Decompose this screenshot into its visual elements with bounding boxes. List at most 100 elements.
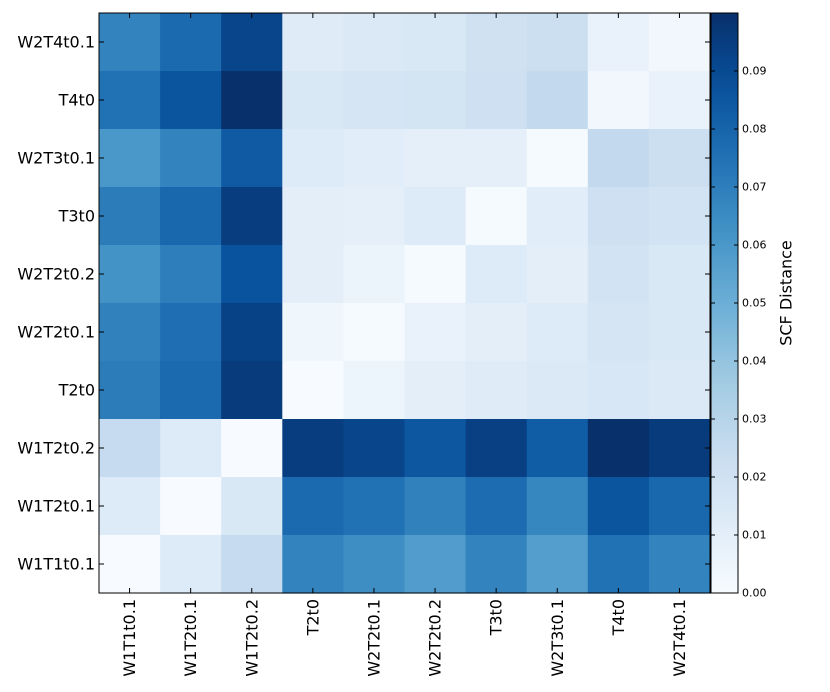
y-tick-label: T3t0: [58, 207, 95, 226]
colorbar-bar: [711, 13, 738, 593]
x-tick-label: T4t0: [609, 599, 628, 636]
heatmap-cell: [99, 71, 161, 130]
x-tick-label: W2T3t0.1: [548, 599, 567, 677]
heatmap-cell: [160, 419, 222, 478]
heatmap-cell: [221, 419, 283, 478]
heatmap-cell: [404, 245, 467, 304]
heatmap-cell: [404, 13, 467, 72]
heatmap-cell: [648, 535, 711, 594]
heatmap-cell: [526, 187, 589, 246]
heatmap-cell: [99, 477, 161, 536]
colorbar-label: SCF Distance: [777, 240, 796, 346]
y-tick-label: W2T2t0.1: [17, 323, 95, 342]
heatmap-cell: [648, 129, 711, 188]
heatmap-cell: [221, 13, 283, 72]
heatmap-cell: [221, 187, 283, 246]
y-tick-label: W1T2t0.2: [17, 439, 95, 458]
colorbar-tick-label: 0.06: [742, 239, 767, 252]
heatmap-cell: [465, 129, 528, 188]
colorbar-tick-label: 0.07: [742, 181, 767, 194]
heatmap-cell: [282, 535, 344, 594]
heatmap-cell: [465, 361, 528, 420]
heatmap-cells: [99, 13, 711, 594]
y-tick-label: W1T1t0.1: [17, 555, 95, 574]
x-tick-label: W2T2t0.1: [364, 599, 383, 677]
heatmap-cell: [99, 187, 161, 246]
heatmap-cell: [404, 129, 467, 188]
heatmap-cell: [343, 477, 406, 536]
heatmap-cell: [282, 303, 344, 362]
colorbar-tick-label: 0.01: [742, 529, 767, 542]
heatmap-cell: [404, 361, 467, 420]
heatmap-cell: [465, 187, 528, 246]
heatmap-cell: [526, 477, 589, 536]
heatmap-cell: [526, 13, 589, 72]
heatmap-cell: [526, 245, 589, 304]
colorbar-ticks: 0.00 0.01 0.02 0.03 0.04 0.05 0.06 0.07 0.08 0.09: [711, 65, 767, 600]
colorbar-tick-label: 0.00: [742, 587, 767, 600]
heatmap-cell: [587, 535, 650, 594]
heatmap-cell: [160, 187, 222, 246]
heatmap-cell: [282, 419, 344, 478]
colorbar-tick-label: 0.03: [742, 413, 767, 426]
heatmap-cell: [587, 13, 650, 72]
heatmap-cell: [526, 71, 589, 130]
x-tick-label: W1T1t0.1: [120, 599, 139, 677]
heatmap-cell: [160, 71, 222, 130]
colorbar-tick-label: 0.05: [742, 297, 767, 310]
heatmap-cell: [404, 419, 467, 478]
heatmap-cell: [648, 419, 711, 478]
heatmap-cell: [648, 245, 711, 304]
heatmap-cell: [221, 303, 283, 362]
heatmap-cell: [343, 535, 406, 594]
heatmap-cell: [160, 477, 222, 536]
heatmap-cell: [648, 361, 711, 420]
heatmap-cell: [587, 477, 650, 536]
y-tick-label: W1T2t0.1: [17, 497, 95, 516]
heatmap-cell: [221, 71, 283, 130]
heatmap-cell: [221, 535, 283, 594]
heatmap-cell: [465, 535, 528, 594]
heatmap-cell: [465, 477, 528, 536]
heatmap-cell: [526, 361, 589, 420]
colorbar-tick-label: 0.08: [742, 123, 767, 136]
y-tick-label: T4t0: [58, 91, 95, 110]
heatmap-cell: [404, 187, 467, 246]
heatmap-cell: [526, 419, 589, 478]
heatmap-cell: [587, 361, 650, 420]
y-axis-ticks: W2T4t0.1 T4t0 W2T3t0.1 T3t0 W2T2t0.2 W2T2t0.1…: [17, 33, 710, 574]
heatmap-cell: [160, 13, 222, 72]
heatmap-cell: [343, 71, 406, 130]
heatmap-cell: [160, 129, 222, 188]
heatmap-cell: [526, 535, 589, 594]
heatmap-cell: [343, 419, 406, 478]
heatmap-cell: [282, 477, 344, 536]
heatmap-cell: [343, 245, 406, 304]
x-tick-label: T3t0: [487, 599, 506, 636]
heatmap-cell: [282, 245, 344, 304]
heatmap-cell: [282, 187, 344, 246]
heatmap-cell: [648, 477, 711, 536]
heatmap-cell: [648, 303, 711, 362]
heatmap-cell: [282, 13, 344, 72]
heatmap-cell: [587, 71, 650, 130]
y-tick-label: W2T4t0.1: [17, 33, 95, 52]
heatmap-cell: [160, 361, 222, 420]
heatmap-cell: [99, 129, 161, 188]
y-tick-label: T2t0: [58, 381, 95, 400]
heatmap-cell: [221, 361, 283, 420]
heatmap-cell: [160, 245, 222, 304]
heatmap-cell: [587, 419, 650, 478]
heatmap-cell: [343, 129, 406, 188]
x-tick-label: W2T4t0.1: [670, 599, 689, 677]
colorbar-tick-label: 0.04: [742, 355, 767, 368]
x-tick-label: T2t0: [303, 599, 322, 636]
heatmap-cell: [99, 419, 161, 478]
heatmap-cell: [465, 419, 528, 478]
heatmap-cell: [160, 535, 222, 594]
heatmap-cell: [648, 71, 711, 130]
heatmap-cell: [465, 71, 528, 130]
heatmap-cell: [282, 361, 344, 420]
x-tick-label: W1T2t0.2: [242, 599, 261, 677]
